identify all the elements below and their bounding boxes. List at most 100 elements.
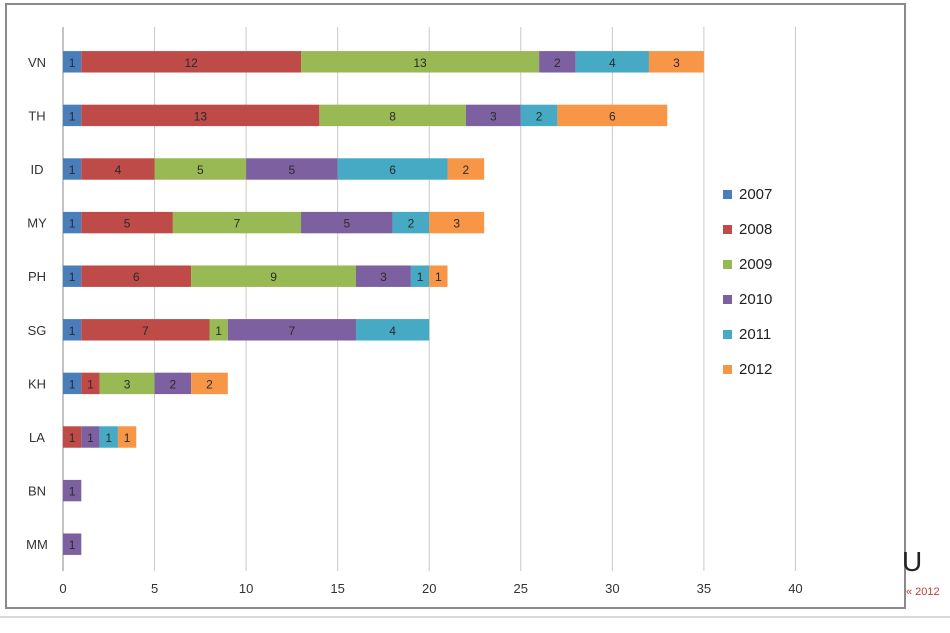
- bar-data-label: 5: [289, 163, 296, 177]
- y-category-label: BN: [28, 484, 46, 499]
- bar-segment: [410, 265, 430, 287]
- legend-swatch: [723, 190, 732, 199]
- bar-segment: [63, 479, 82, 502]
- side-year-text: « 2012: [906, 586, 940, 598]
- x-tick-label: 0: [59, 581, 66, 596]
- bar-segment: [63, 51, 82, 73]
- bar-segment: [99, 426, 118, 448]
- bar-data-label: 1: [417, 270, 424, 284]
- bar-segment: [63, 533, 82, 555]
- divider-line: [0, 616, 950, 618]
- bar-segment: [81, 319, 210, 341]
- bar-segment: [246, 158, 338, 180]
- bar-data-label: 4: [115, 163, 122, 177]
- bar-segment: [81, 211, 173, 234]
- x-tick-label: 40: [788, 581, 802, 596]
- bar-data-label: 1: [69, 109, 76, 123]
- bar-segment: [81, 158, 155, 180]
- bar-data-label: 13: [194, 109, 208, 123]
- x-tick-label: 35: [697, 581, 711, 596]
- bar-segment: [355, 265, 411, 287]
- legend-swatch: [723, 225, 732, 234]
- bar-segment: [63, 372, 82, 395]
- bar-segment: [557, 104, 668, 127]
- bar-data-label: 1: [105, 431, 112, 445]
- bar-segment: [429, 265, 448, 287]
- bar-data-label: 7: [289, 324, 296, 338]
- bar-data-label: 1: [69, 163, 76, 177]
- bar-data-label: 8: [389, 109, 396, 123]
- bar-data-label: 3: [453, 217, 460, 231]
- bar-segment: [172, 211, 302, 234]
- legend-swatch: [723, 260, 732, 269]
- bar-segment: [337, 158, 448, 180]
- y-category-label: MY: [27, 216, 47, 231]
- legend-label: 2012: [739, 361, 772, 378]
- bar-segment: [301, 211, 393, 234]
- bar-segment: [447, 158, 485, 180]
- bar-data-label: 9: [270, 270, 277, 284]
- bar-data-label: 4: [609, 56, 616, 70]
- bar-data-label: 1: [69, 324, 76, 338]
- bar-segment: [63, 319, 82, 341]
- bar-data-label: 1: [69, 56, 76, 70]
- bar-data-label: 1: [124, 431, 131, 445]
- bar-segment: [81, 372, 100, 395]
- bar-data-label: 1: [69, 217, 76, 231]
- bar-segment: [63, 426, 82, 448]
- bar-segment: [63, 104, 82, 127]
- bar-data-label: 5: [197, 163, 204, 177]
- bar-data-label: 2: [170, 377, 177, 391]
- bar-segment: [355, 319, 430, 341]
- bar-segment: [81, 426, 100, 448]
- legend-label: 2010: [739, 291, 772, 308]
- x-tick-label: 15: [330, 581, 344, 596]
- y-category-label: VN: [28, 55, 46, 70]
- bar-data-label: 2: [463, 163, 470, 177]
- y-category-label: TH: [28, 108, 45, 123]
- x-tick-label: 10: [239, 581, 253, 596]
- y-category-label: LA: [29, 430, 45, 445]
- bar-segment: [465, 104, 521, 127]
- bar-data-label: 5: [124, 217, 131, 231]
- bar-segment: [392, 211, 430, 234]
- bar-segment: [99, 372, 155, 395]
- bar-segment: [575, 51, 649, 73]
- bar-data-label: 1: [69, 431, 76, 445]
- bar-data-label: 3: [380, 270, 387, 284]
- side-logo-glyph: U: [902, 546, 923, 577]
- bar-data-label: 1: [215, 324, 222, 338]
- bar-data-label: 3: [673, 56, 680, 70]
- x-tick-label: 25: [514, 581, 528, 596]
- bar-data-label: 1: [87, 431, 94, 445]
- legend-swatch: [723, 295, 732, 304]
- y-category-label: ID: [31, 162, 44, 177]
- bar-data-label: 2: [554, 56, 561, 70]
- bar-data-label: 1: [69, 538, 76, 552]
- bar-data-label: 1: [69, 270, 76, 284]
- bar-segment: [191, 372, 228, 395]
- bar-data-label: 3: [124, 377, 131, 391]
- bar-segment: [301, 51, 540, 73]
- legend-swatch: [723, 365, 732, 374]
- legend-label: 2011: [739, 326, 771, 343]
- legend-label: 2009: [739, 256, 772, 273]
- bar-data-label: 2: [206, 377, 213, 391]
- bar-segment: [227, 319, 356, 341]
- bar-data-label: 2: [536, 109, 543, 123]
- bar-data-label: 1: [69, 377, 76, 391]
- y-category-label: KH: [28, 376, 46, 391]
- bar-segment: [63, 158, 82, 180]
- bar-data-label: 13: [413, 56, 427, 70]
- bar-data-label: 6: [389, 163, 396, 177]
- bar-segment: [520, 104, 558, 127]
- bar-segment: [209, 319, 228, 341]
- bar-data-label: 1: [435, 270, 442, 284]
- y-category-label: SG: [28, 323, 47, 338]
- bar-segment: [81, 104, 320, 127]
- legend-swatch: [723, 330, 732, 339]
- bar-data-label: 7: [234, 217, 241, 231]
- chart-frame: 0 5 10 15 20 25 30 35 40 VN 1 12 13 2 4 3 TH 1 13 8 3 2 6 ID 1 4 5…: [5, 3, 906, 609]
- bar-data-label: 6: [609, 109, 616, 123]
